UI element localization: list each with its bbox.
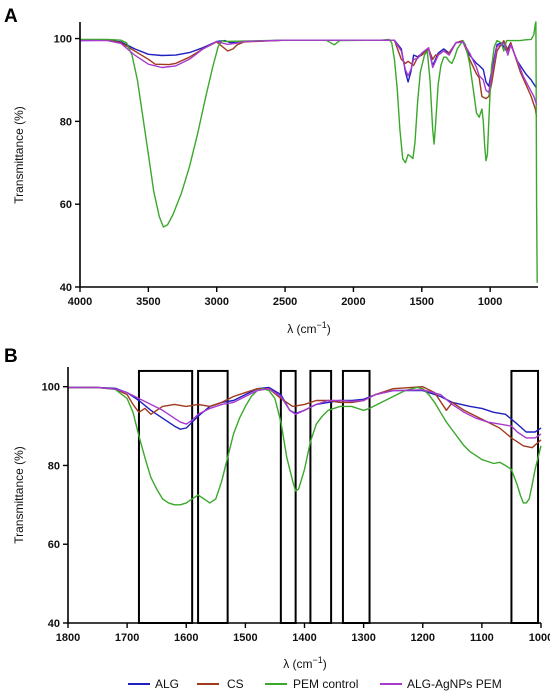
series-line-alg-agnps-pem	[80, 39, 538, 106]
legend: ALG CS PEM control ALG-AgNPs PEM	[128, 677, 502, 691]
x-tick-label: 1800	[56, 632, 80, 644]
panel-a-series-group	[79, 21, 538, 283]
series-line-pem-control	[80, 21, 538, 283]
x-tick-label: 1100	[470, 632, 494, 644]
y-tick-label: 100	[42, 382, 60, 394]
highlight-box-6	[510, 369, 540, 625]
y-tick-label: 100	[54, 34, 72, 46]
panel-b-highlight-group	[137, 369, 540, 625]
x-tick-label: 1000	[529, 632, 550, 644]
x-tick-label: 1000	[478, 296, 502, 308]
panel-a-x-axis-title: λ (cm−1)	[287, 320, 331, 336]
y-tick-label: 80	[48, 460, 60, 472]
x-tick-label: 1500	[410, 296, 434, 308]
x-tick-label: 1600	[174, 632, 198, 644]
panel-b: B 1800 1700 1600 1500 1400 1300 1200 1100 1000 4…	[4, 346, 550, 671]
x-tick-label: 1400	[292, 632, 316, 644]
panel-b-x-ticks: 1800 1700 1600 1500 1400 1300 1200 1100 1000	[56, 623, 550, 644]
legend-label-cs: CS	[227, 677, 244, 691]
panel-b-x-axis-title: λ (cm−1)	[283, 655, 327, 671]
panel-a: A 4000 3500 3000 2500 2000 1500 1000 40 60 80 100…	[4, 6, 538, 336]
legend-label-alg: ALG	[155, 677, 179, 691]
series-line-cs	[80, 39, 538, 118]
panel-a-y-ticks: 40 60 80 100	[54, 34, 80, 294]
series-line-pem-control	[68, 386, 542, 506]
panel-a-axes	[79, 22, 538, 288]
highlight-box-1	[137, 369, 194, 625]
y-tick-label: 40	[48, 618, 60, 630]
panel-b-series-group	[68, 386, 542, 506]
x-tick-label: 1700	[115, 632, 139, 644]
x-tick-label: 2500	[273, 296, 297, 308]
x-tick-label: 1300	[351, 632, 375, 644]
panel-a-x-ticks: 4000 3500 3000 2500 2000 1500 1000	[68, 287, 502, 308]
x-tick-label: 1200	[411, 632, 435, 644]
y-tick-label: 60	[48, 539, 60, 551]
x-tick-label: 3000	[204, 296, 228, 308]
panel-b-letter: B	[4, 346, 18, 367]
panel-a-y-axis-title: Transmittance (%)	[12, 106, 26, 204]
highlight-box-2	[197, 369, 229, 625]
x-tick-label: 4000	[68, 296, 92, 308]
panel-b-y-ticks: 40 60 80 100	[42, 382, 68, 630]
x-tick-label: 3500	[136, 296, 160, 308]
panel-b-y-axis-title: Transmittance (%)	[12, 446, 26, 544]
legend-item-alg-agnps-pem: ALG-AgNPs PEM	[380, 677, 502, 691]
highlight-box-4	[309, 369, 333, 625]
y-tick-label: 60	[60, 199, 72, 211]
y-tick-label: 80	[60, 116, 72, 128]
legend-label-alg-agnps-pem: ALG-AgNPs PEM	[407, 677, 502, 691]
legend-item-alg: ALG	[128, 677, 179, 691]
y-tick-label: 40	[60, 282, 72, 294]
x-tick-label: 1500	[233, 632, 257, 644]
series-line-cs	[68, 386, 542, 449]
panel-a-letter: A	[4, 6, 18, 27]
x-tick-label: 2000	[341, 296, 365, 308]
highlight-box-5	[341, 369, 371, 625]
legend-item-cs: CS	[197, 677, 244, 691]
legend-item-pem-control: PEM control	[265, 677, 358, 691]
legend-label-pem-control: PEM control	[293, 677, 358, 691]
series-line-alg-agnps-pem	[68, 386, 542, 439]
